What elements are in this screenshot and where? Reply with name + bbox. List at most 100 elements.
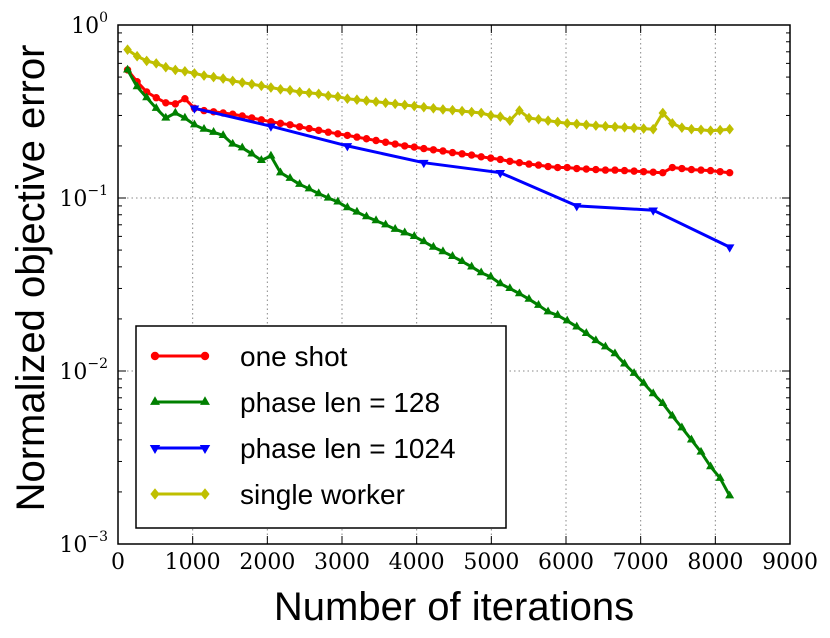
data-point xyxy=(677,122,687,133)
data-point xyxy=(142,55,151,67)
data-point xyxy=(324,128,332,136)
data-point xyxy=(639,123,648,134)
data-point xyxy=(573,164,581,173)
data-point xyxy=(438,246,448,255)
data-point xyxy=(256,155,266,163)
data-point xyxy=(151,58,161,69)
data-point xyxy=(401,142,409,150)
data-point xyxy=(525,160,533,168)
data-point xyxy=(199,123,209,132)
data-point xyxy=(563,163,571,172)
data-point xyxy=(515,105,524,116)
data-point xyxy=(247,78,257,90)
legend-marker xyxy=(200,488,210,500)
data-point xyxy=(323,192,333,201)
data-point xyxy=(543,115,553,126)
data-point xyxy=(534,300,544,308)
data-point xyxy=(477,153,485,161)
data-point xyxy=(725,169,734,177)
data-point xyxy=(266,123,276,132)
data-point xyxy=(315,126,323,135)
x-tick-label: 1000 xyxy=(165,550,221,575)
data-point xyxy=(591,335,601,344)
data-point xyxy=(687,123,696,135)
data-point xyxy=(668,163,677,172)
data-point xyxy=(648,123,658,135)
legend: one shot phase len = 128 phase len = 1024 s… xyxy=(135,325,507,529)
data-point xyxy=(534,161,543,169)
y-tick-exponent: −1 xyxy=(87,183,108,199)
data-point xyxy=(295,123,304,131)
data-point xyxy=(534,114,543,125)
x-tick-label: 9000 xyxy=(762,550,818,575)
data-point xyxy=(476,107,486,119)
data-point xyxy=(476,267,486,276)
data-point xyxy=(514,288,524,297)
legend-label: phase len = 128 xyxy=(240,387,440,418)
x-tick-label: 7000 xyxy=(613,550,669,575)
data-point xyxy=(333,91,343,103)
y-tick-exponent: 0 xyxy=(99,10,108,26)
data-point xyxy=(285,84,295,96)
y-tick-label: 100 xyxy=(71,10,108,39)
data-point xyxy=(342,202,352,211)
x-tick-label: 4000 xyxy=(389,550,445,575)
data-point xyxy=(639,167,648,176)
data-point xyxy=(562,118,572,129)
data-point xyxy=(544,162,552,171)
data-point xyxy=(696,446,706,455)
legend-label: phase len = 1024 xyxy=(240,433,456,464)
series-one-shot xyxy=(123,66,734,177)
data-point xyxy=(170,107,180,116)
data-point xyxy=(658,107,668,119)
data-point xyxy=(553,116,562,128)
data-point xyxy=(687,165,696,174)
data-point xyxy=(601,120,610,132)
data-point xyxy=(620,166,629,175)
legend-entry: one shot xyxy=(150,341,348,372)
data-point xyxy=(162,99,170,107)
data-point xyxy=(228,138,238,147)
data-point xyxy=(314,188,324,197)
data-point xyxy=(496,111,505,123)
data-point xyxy=(562,315,572,324)
data-point xyxy=(725,123,734,135)
data-point xyxy=(515,158,524,167)
legend-marker xyxy=(150,396,160,405)
data-point xyxy=(706,166,715,175)
y-tick-base: 10 xyxy=(59,533,87,558)
data-point xyxy=(218,130,228,139)
data-point xyxy=(457,256,467,265)
data-point xyxy=(276,83,285,95)
data-point xyxy=(706,125,715,136)
data-point xyxy=(372,136,380,145)
data-point xyxy=(428,241,438,250)
y-tick-base: 10 xyxy=(59,187,87,212)
legend-entry: single worker xyxy=(150,479,405,510)
data-point xyxy=(639,378,649,386)
data-point xyxy=(123,64,133,73)
data-point xyxy=(362,135,371,143)
data-point xyxy=(524,294,534,302)
x-tick-label: 2000 xyxy=(239,550,295,575)
legend-marker xyxy=(150,351,160,361)
data-point xyxy=(448,148,457,157)
data-point xyxy=(247,148,257,157)
data-point xyxy=(648,207,658,216)
data-point xyxy=(620,122,629,133)
legend-marker xyxy=(200,351,210,361)
data-point xyxy=(715,124,725,136)
data-point xyxy=(132,81,142,90)
data-point xyxy=(439,147,447,155)
series-line xyxy=(194,106,731,249)
data-point xyxy=(649,168,657,176)
x-tick-label: 0 xyxy=(111,550,125,575)
data-point xyxy=(486,271,496,280)
data-point xyxy=(151,103,161,111)
data-point xyxy=(304,183,314,192)
data-point xyxy=(123,44,132,55)
data-point xyxy=(381,138,390,146)
data-point xyxy=(543,306,553,315)
data-point xyxy=(505,115,515,126)
y-tick-label: 10−1 xyxy=(59,183,108,212)
